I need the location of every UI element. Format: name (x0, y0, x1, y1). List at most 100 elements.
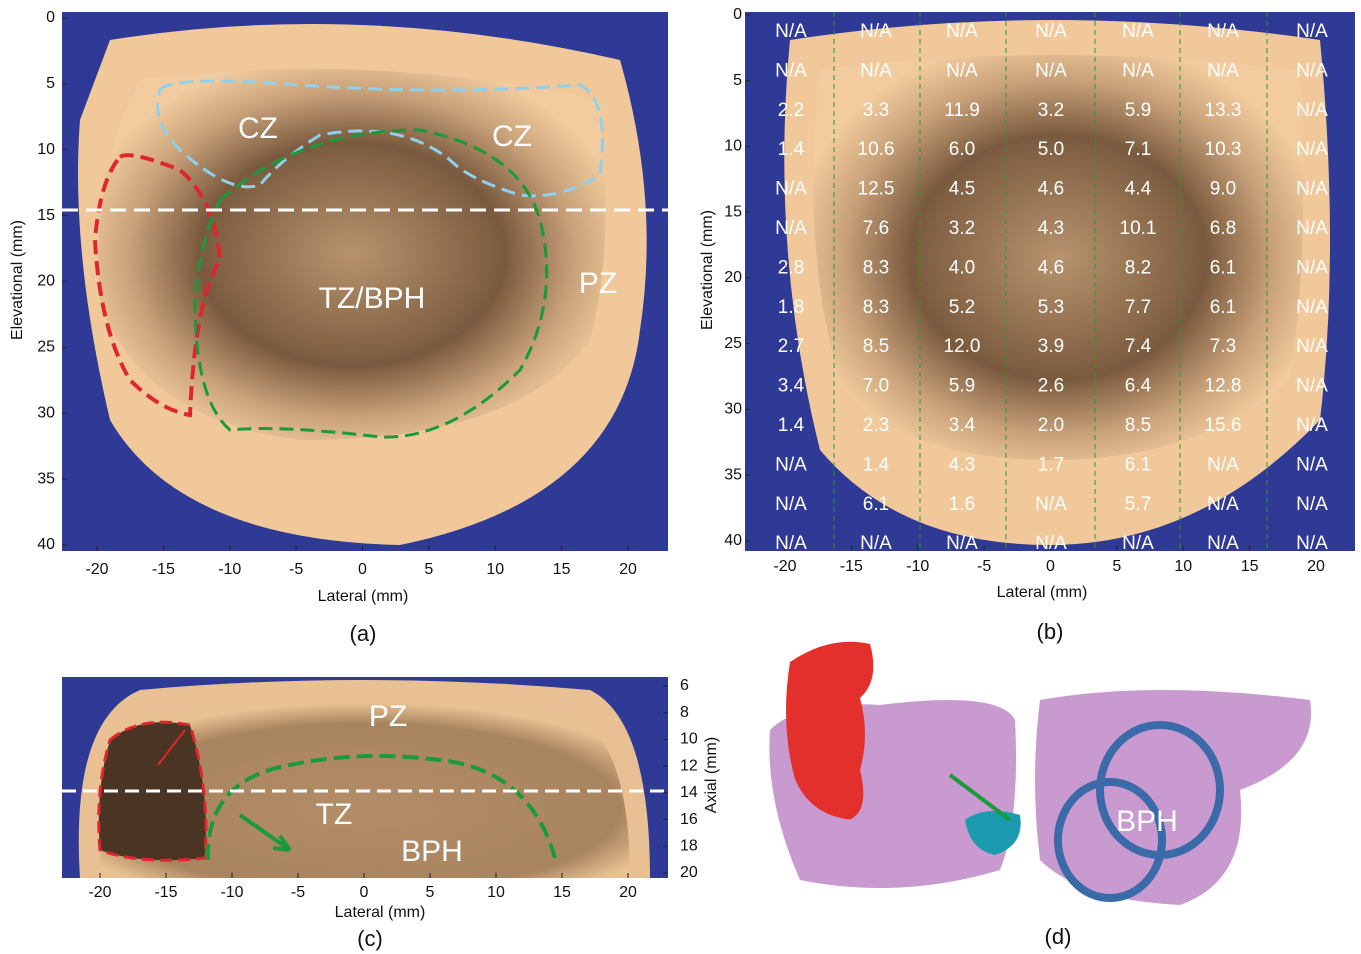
y-tick-label: 20 (37, 273, 55, 290)
x-tick-label: 0 (358, 561, 367, 578)
y-tick-label: 5 (733, 72, 742, 89)
grid-value: 3.2 (1038, 100, 1064, 121)
y-tick-label: 8 (680, 704, 689, 721)
grid-value: 2.6 (1038, 376, 1064, 397)
grid-value: 8.3 (863, 257, 889, 278)
y-tick-label: 10 (724, 138, 742, 155)
grid-value: N/A (1296, 494, 1328, 515)
grid-value: N/A (946, 21, 978, 42)
x-tick-label: -10 (218, 561, 241, 578)
y-tick-label: 20 (680, 864, 698, 881)
y-tick-label: 20 (724, 269, 742, 286)
grid-value: 7.0 (863, 376, 889, 397)
grid-value: 2.7 (778, 336, 804, 357)
grid-value: N/A (946, 60, 978, 81)
y-axis-label: Elevational (mm) (699, 210, 716, 330)
x-tick-label: 15 (553, 561, 571, 578)
grid-value: N/A (1296, 454, 1328, 475)
grid-value: 6.1 (1210, 297, 1236, 318)
panel-label: (a) (350, 621, 377, 646)
x-tick-label: -15 (840, 558, 863, 575)
grid-value: 6.1 (863, 494, 889, 515)
grid-value: N/A (1296, 336, 1328, 357)
grid-value: 7.1 (1125, 139, 1151, 160)
y-tick-label: 5 (46, 75, 55, 92)
grid-value: 4.5 (949, 179, 975, 200)
grid-value: N/A (1035, 60, 1067, 81)
grid-value: 6.0 (949, 139, 975, 160)
grid-value: 6.4 (1125, 376, 1152, 397)
grid-value: 10.1 (1120, 218, 1157, 239)
x-axis-label: Lateral (mm) (318, 588, 409, 605)
x-tick-label: -20 (773, 558, 796, 575)
y-tick-label: 16 (680, 811, 698, 828)
grid-value: 1.6 (949, 494, 975, 515)
y-tick-label: 30 (37, 404, 55, 421)
grid-value: 5.9 (949, 376, 975, 397)
grid-value: 5.9 (1125, 100, 1151, 121)
grid-value: 5.0 (1038, 139, 1064, 160)
grid-value: 1.4 (778, 415, 805, 436)
annotation: TZ (316, 798, 353, 831)
y-axis-label: Elevational (mm) (9, 220, 26, 340)
grid-value: N/A (1296, 179, 1328, 200)
grid-value: N/A (1296, 218, 1328, 239)
annotation: BPH (401, 835, 463, 868)
grid-value: N/A (775, 21, 807, 42)
grid-value: N/A (1207, 21, 1239, 42)
grid-value: N/A (860, 21, 892, 42)
annotation: PZ (579, 267, 617, 300)
grid-value: 1.4 (778, 139, 805, 160)
y-tick-label: 25 (37, 339, 55, 356)
grid-value: N/A (775, 454, 807, 475)
x-axis-label: Lateral (mm) (335, 904, 426, 921)
panel-label: (b) (1037, 619, 1064, 644)
grid-value: 8.5 (863, 336, 889, 357)
y-tick-label: 40 (37, 536, 55, 553)
grid-value: 4.3 (1038, 218, 1064, 239)
grid-value: N/A (1035, 494, 1067, 515)
x-tick-label: 15 (553, 884, 571, 901)
y-tick-label: 0 (733, 6, 742, 23)
grid-value: N/A (1207, 454, 1239, 475)
y-tick-label: 14 (680, 784, 698, 801)
grid-value: 5.7 (1125, 494, 1151, 515)
x-tick-label: -5 (289, 561, 303, 578)
grid-value: 1.7 (1038, 454, 1064, 475)
grid-value: 5.3 (1038, 297, 1064, 318)
grid-value: N/A (775, 179, 807, 200)
x-tick-label: 0 (360, 884, 369, 901)
x-tick-label: 15 (1241, 558, 1259, 575)
grid-value: N/A (1207, 60, 1239, 81)
grid-value: 12.5 (858, 179, 895, 200)
grid-value: 1.8 (778, 297, 804, 318)
grid-value: 7.7 (1125, 297, 1151, 318)
grid-value: 2.8 (778, 257, 804, 278)
grid-value: 8.5 (1125, 415, 1151, 436)
x-tick-label: -10 (220, 884, 243, 901)
y-tick-label: 35 (37, 470, 55, 487)
grid-value: N/A (1296, 100, 1328, 121)
grid-value: 1.4 (863, 454, 890, 475)
y-axis-label: Axial (mm) (703, 737, 720, 813)
annotation: CZ (492, 120, 532, 153)
y-tick-label: 10 (37, 141, 55, 158)
grid-value: 2.2 (778, 100, 804, 121)
y-tick-label: 40 (724, 532, 742, 549)
grid-value: 7.4 (1125, 336, 1152, 357)
grid-value: N/A (860, 60, 892, 81)
grid-value: N/A (1296, 415, 1328, 436)
grid-value: 12.8 (1205, 376, 1242, 397)
grid-value: N/A (775, 494, 807, 515)
grid-value: 10.3 (1205, 139, 1242, 160)
grid-value: 4.4 (1125, 179, 1152, 200)
grid-value: N/A (1296, 139, 1328, 160)
grid-value: 4.6 (1038, 257, 1064, 278)
grid-value: N/A (1207, 533, 1239, 554)
grid-value: 8.2 (1125, 257, 1151, 278)
y-tick-label: 15 (37, 207, 55, 224)
grid-value: 13.3 (1205, 100, 1242, 121)
y-tick-label: 35 (724, 466, 742, 483)
grid-value: 3.3 (863, 100, 889, 121)
x-tick-label: -5 (977, 558, 991, 575)
